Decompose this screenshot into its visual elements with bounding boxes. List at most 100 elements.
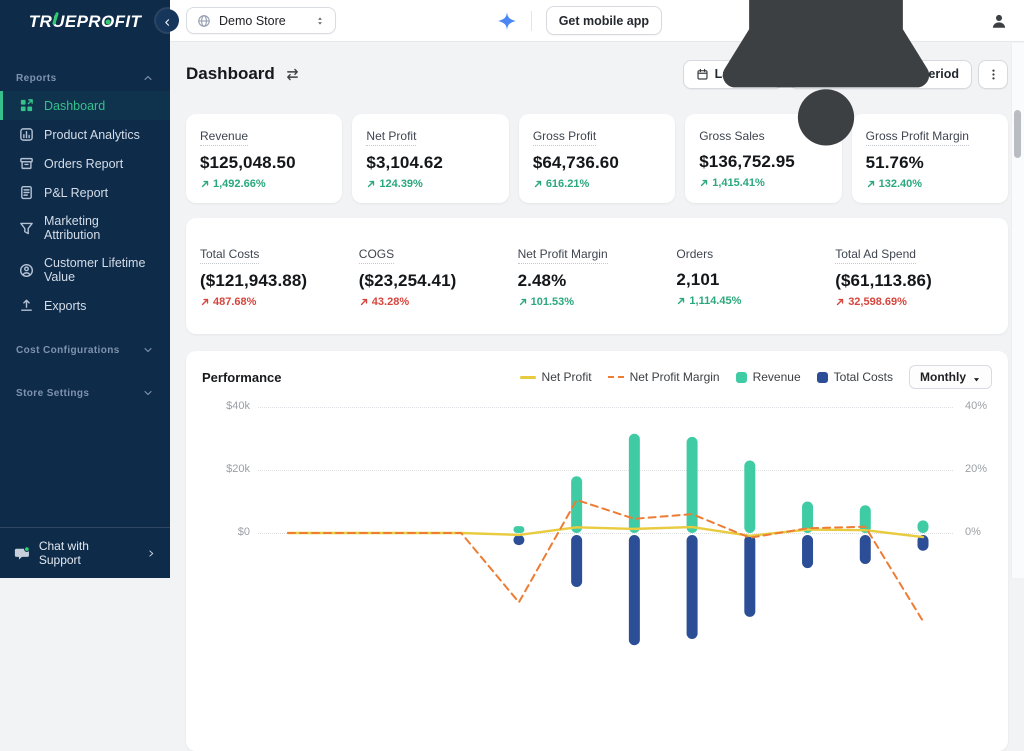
bar-revenue[interactable] bbox=[686, 436, 698, 533]
metric-change: 1,492.66% bbox=[200, 178, 328, 190]
sidebar: TRUEPROFIT Reports Dashboard Product Analy… bbox=[0, 0, 179, 578]
metric-value: ($23,254.41) bbox=[358, 271, 457, 290]
legend-item-net-profit[interactable]: Net Profit bbox=[519, 370, 592, 384]
bar-revenue[interactable] bbox=[859, 505, 871, 533]
metric-card-revenue[interactable]: Revenue $125,048.50 1,492.66% bbox=[186, 114, 343, 203]
bar-total-costs[interactable] bbox=[744, 535, 756, 617]
metric-label: Revenue bbox=[200, 129, 249, 146]
get-mobile-app-button[interactable]: Get mobile app bbox=[545, 6, 662, 35]
bar-revenue[interactable] bbox=[571, 476, 583, 533]
metric-value: ($121,943.88) bbox=[200, 271, 308, 290]
store-selector[interactable]: Demo Store bbox=[186, 7, 336, 34]
nav-section-label: Reports bbox=[16, 72, 57, 84]
arrow-up-right-icon bbox=[866, 179, 876, 189]
bar-total-costs[interactable] bbox=[859, 535, 871, 564]
metric-change: 43.28% bbox=[359, 296, 518, 308]
bar-revenue[interactable] bbox=[744, 460, 756, 533]
customer-lifetime-value-icon bbox=[19, 263, 34, 278]
bar-revenue[interactable] bbox=[513, 526, 525, 533]
more-options-button[interactable] bbox=[978, 59, 1008, 89]
metric-column-total-costs[interactable]: Total Costs ($121,943.88) 487.68% bbox=[200, 245, 359, 308]
chevron-down-icon bbox=[142, 344, 154, 356]
metric-change: 101.53% bbox=[518, 296, 677, 308]
chart-canvas bbox=[286, 433, 929, 646]
scrollbar-track[interactable] bbox=[1011, 43, 1024, 578]
metric-value: $125,048.50 bbox=[200, 153, 296, 172]
metric-label: Gross Profit bbox=[532, 129, 597, 146]
sidebar-item-p-l-report[interactable]: P&L Report bbox=[0, 178, 170, 207]
metric-card-gross-profit-margin[interactable]: Gross Profit Margin 51.76% 132.40% bbox=[851, 114, 1009, 203]
content: Dashboard Last Year Compare: Previous Pe… bbox=[170, 42, 1024, 751]
bar-total-costs[interactable] bbox=[917, 535, 929, 551]
arrow-up-right-icon bbox=[699, 178, 709, 188]
nav-section-cost-configurations[interactable]: Cost Configurations bbox=[0, 334, 170, 363]
metric-label: Gross Sales bbox=[699, 129, 765, 143]
nav-section-store-settings[interactable]: Store Settings bbox=[0, 377, 170, 406]
scrollbar-thumb[interactable] bbox=[1014, 110, 1021, 158]
bar-total-costs[interactable] bbox=[571, 535, 583, 587]
legend-item-revenue[interactable]: Revenue bbox=[735, 370, 801, 384]
legend-item-total-costs[interactable]: Total Costs bbox=[816, 370, 893, 384]
logo-o-dot bbox=[105, 19, 111, 25]
arrow-up-right-icon bbox=[366, 179, 376, 189]
sparkle-icon[interactable] bbox=[497, 11, 517, 31]
line-net-profit bbox=[286, 525, 925, 539]
sidebar-item-label: Dashboard bbox=[44, 98, 106, 113]
chevron-right-icon bbox=[146, 548, 156, 559]
metric-change: 32,598.69% bbox=[835, 296, 994, 308]
metric-value: $64,736.60 bbox=[532, 153, 619, 172]
metric-label: Gross Profit Margin bbox=[865, 129, 969, 146]
bar-total-costs[interactable] bbox=[513, 535, 525, 546]
bar-total-costs[interactable] bbox=[686, 535, 698, 639]
sidebar-item-orders-report[interactable]: Orders Report bbox=[0, 149, 170, 178]
sidebar-nav: Reports Dashboard Product Analytics Orders … bbox=[0, 44, 170, 406]
sidebar-item-marketing-attribution[interactable]: Marketing Attribution bbox=[0, 207, 170, 249]
metric-change: 124.39% bbox=[366, 178, 494, 190]
chat-label: Chat with Support bbox=[38, 539, 89, 567]
bar-revenue[interactable] bbox=[917, 520, 929, 533]
chat-with-support[interactable]: Chat with Support bbox=[0, 527, 170, 578]
metric-column-net-profit-margin[interactable]: Net Profit Margin 2.48% 101.53% bbox=[517, 245, 677, 308]
refresh-swap-icon[interactable] bbox=[285, 67, 300, 82]
sidebar-item-exports[interactable]: Exports bbox=[0, 291, 170, 320]
sidebar-item-dashboard[interactable]: Dashboard bbox=[0, 91, 170, 120]
bar-total-costs[interactable] bbox=[628, 535, 640, 646]
bar-total-costs[interactable] bbox=[802, 535, 814, 569]
logo-text: TRUEPROFIT bbox=[28, 11, 142, 31]
metric-value: 51.76% bbox=[865, 153, 924, 172]
sidebar-item-label: P&L Report bbox=[44, 185, 109, 200]
globe-icon bbox=[197, 14, 211, 28]
chart-title: Performance bbox=[202, 369, 282, 385]
metric-column-orders[interactable]: Orders 2,101 1,114.45% bbox=[676, 245, 835, 307]
bar-revenue[interactable] bbox=[802, 501, 814, 534]
gridline bbox=[258, 533, 953, 534]
calendar-icon bbox=[696, 68, 709, 81]
gridline bbox=[258, 407, 953, 408]
legend-item-net-profit-margin[interactable]: Net Profit Margin bbox=[607, 370, 720, 384]
account-icon[interactable] bbox=[990, 12, 1008, 30]
nav-section-reports[interactable]: Reports bbox=[0, 62, 170, 91]
metric-column-total-ad-spend[interactable]: Total Ad Spend ($61,113.86) 32,598.69% bbox=[835, 245, 994, 308]
metric-card-net-profit[interactable]: Net Profit $3,104.62 124.39% bbox=[352, 114, 509, 203]
sidebar-item-customer-lifetime-value[interactable]: Customer Lifetime Value bbox=[0, 249, 170, 291]
metric-label: Net Profit Margin bbox=[517, 247, 608, 264]
sidebar-item-label: Customer Lifetime Value bbox=[44, 256, 146, 284]
metrics-row-1: Revenue $125,048.50 1,492.66% Net Profit $3,… bbox=[186, 114, 1009, 203]
caret-down-icon bbox=[972, 373, 981, 382]
sidebar-item-label: Orders Report bbox=[44, 156, 124, 171]
sidebar-item-product-analytics[interactable]: Product Analytics bbox=[0, 120, 170, 149]
nav-section-label: Cost Configurations bbox=[16, 344, 120, 356]
bar-revenue[interactable] bbox=[628, 433, 640, 533]
notifications-button[interactable]: 4 bbox=[676, 0, 976, 173]
metric-column-cogs[interactable]: COGS ($23,254.41) 43.28% bbox=[358, 245, 518, 308]
sidebar-item-label: Exports bbox=[44, 298, 87, 313]
metric-value: ($61,113.86) bbox=[835, 271, 932, 290]
granularity-dropdown[interactable]: Monthly bbox=[909, 365, 992, 389]
metric-label: Net Profit bbox=[366, 129, 417, 146]
sidebar-collapse-button[interactable] bbox=[156, 9, 179, 32]
metric-card-gross-profit[interactable]: Gross Profit $64,736.60 616.21% bbox=[518, 114, 676, 203]
chat-icon bbox=[14, 545, 30, 562]
chevron-down-icon bbox=[142, 387, 154, 399]
metric-change: 1,415.41% bbox=[699, 177, 827, 189]
metric-label: Total Ad Spend bbox=[835, 247, 916, 264]
